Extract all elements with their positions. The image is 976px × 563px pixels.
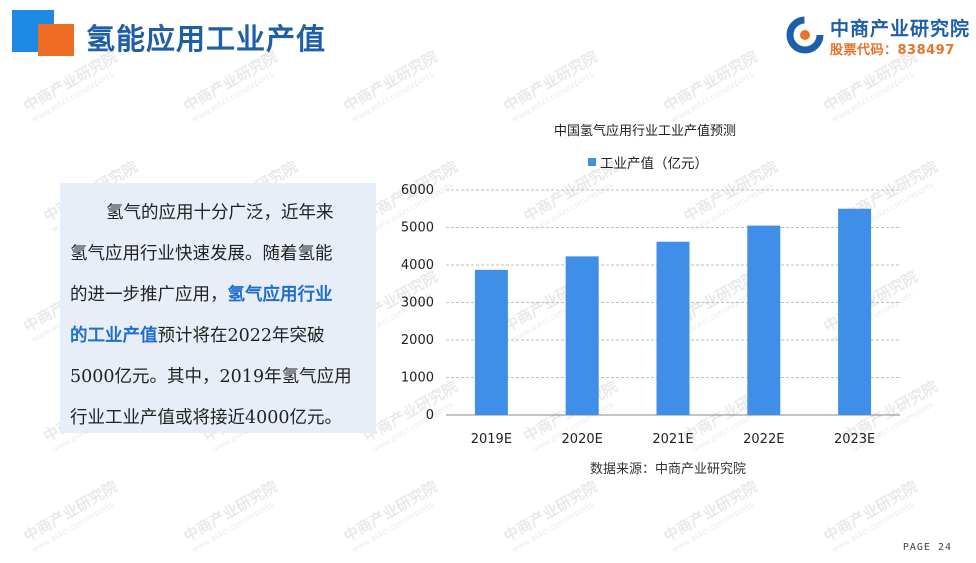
logo-stock-code: 股票代码：838497 xyxy=(830,43,955,58)
watermark-text: 中商产业研究院 xyxy=(660,477,761,546)
bar xyxy=(838,208,872,415)
y-tick-label: 0 xyxy=(426,408,434,423)
para-line-2: 氢气应用行业快速发展。随着氢能 xyxy=(70,244,333,264)
para-line-6: 行业工业产值或将接近4000亿元。 xyxy=(70,408,343,428)
header-orange-square xyxy=(38,24,74,56)
para-line-3: 的进一步推广应用，氢气应用行业 xyxy=(70,275,370,316)
y-tick-label: 6000 xyxy=(401,183,434,198)
y-tick-label: 5000 xyxy=(401,221,434,236)
bar xyxy=(656,241,690,415)
watermark-url: www.askci.com/reports xyxy=(190,500,275,555)
chart-title: 中国氢气应用行业工业产值预测 xyxy=(553,124,736,139)
watermark-text: 中商产业研究院 xyxy=(820,477,921,546)
page-title: 氢能应用工业产值 xyxy=(86,22,327,56)
watermark-url: www.askci.com/reports xyxy=(670,500,755,555)
watermark-text: 中商产业研究院 xyxy=(20,477,121,546)
y-tick-label: 3000 xyxy=(401,296,434,311)
watermark-text: 中商产业研究院 xyxy=(500,47,601,116)
x-tick-label: 2023E xyxy=(834,432,875,447)
para-line-4-text: 预计将在2022年突破 xyxy=(157,326,325,346)
logo-icon xyxy=(786,16,824,54)
para-line-1: 氢气的应用十分广泛，近年来 xyxy=(106,203,334,223)
watermark-url: www.askci.com/reports xyxy=(510,70,595,125)
logo-name: 中商产业研究院 xyxy=(830,18,971,40)
watermark-text: 中商产业研究院 xyxy=(340,477,441,546)
legend-swatch xyxy=(588,158,596,166)
x-tick-label: 2022E xyxy=(743,432,784,447)
bar xyxy=(747,225,781,415)
para-line-3-text: 的进一步推广应用， xyxy=(70,285,228,305)
watermark-url: www.askci.com/reports xyxy=(350,500,435,555)
para-highlight-1: 氢气应用行业 xyxy=(227,285,333,305)
text-box xyxy=(60,183,376,433)
data-source: 数据来源：中商产业研究院 xyxy=(590,462,747,477)
watermark-text: 中商产业研究院 xyxy=(500,477,601,546)
x-tick-label: 2020E xyxy=(562,432,603,447)
description-paragraph: 氢气的应用十分广泛，近年来 氢气应用行业快速发展。随着氢能 的进一步推广应用，氢… xyxy=(70,193,370,439)
y-tick-label: 2000 xyxy=(401,333,434,348)
watermark-text: 中商产业研究院 xyxy=(180,477,281,546)
bar-chart: 0 1000 2000 3000 4000 5000 6000 2019E 2020E 2021E… xyxy=(401,183,900,447)
para-highlight-2: 的工业产值 xyxy=(70,326,158,346)
bar xyxy=(474,269,508,415)
para-line-5: 5000亿元。其中，2019年氢气应用 xyxy=(70,367,352,387)
watermark-url: www.askci.com/reports xyxy=(670,70,755,125)
chart-legend: 工业产值（亿元） xyxy=(588,152,708,172)
page-number: PAGE 24 xyxy=(902,542,952,553)
bar xyxy=(565,256,599,415)
watermark-text: 中商产业研究院 xyxy=(340,47,441,116)
legend-label: 工业产值（亿元） xyxy=(600,156,708,172)
watermark-text: 中商产业研究院 xyxy=(660,47,761,116)
para-line-4: 的工业产值预计将在2022年突破 xyxy=(70,316,370,357)
watermark-url: www.askci.com/reports xyxy=(510,500,595,555)
watermark-url: www.askci.com/reports xyxy=(30,70,115,125)
watermark-url: www.askci.com/reports xyxy=(830,70,915,125)
x-tick-label: 2021E xyxy=(652,432,693,447)
company-logo: 中商产业研究院 股票代码：838497 xyxy=(786,14,969,60)
watermark-url: www.askci.com/reports xyxy=(190,70,275,125)
x-tick-label: 2019E xyxy=(471,432,512,447)
y-tick-label: 1000 xyxy=(401,371,434,386)
watermark-url: www.askci.com/reports xyxy=(30,500,115,555)
y-tick-label: 4000 xyxy=(401,258,434,273)
watermark-url: www.askci.com/reports xyxy=(350,70,435,125)
